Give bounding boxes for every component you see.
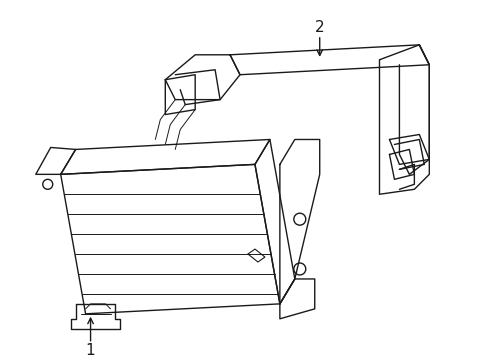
Text: 1: 1 bbox=[85, 343, 95, 358]
Text: 2: 2 bbox=[314, 21, 324, 35]
